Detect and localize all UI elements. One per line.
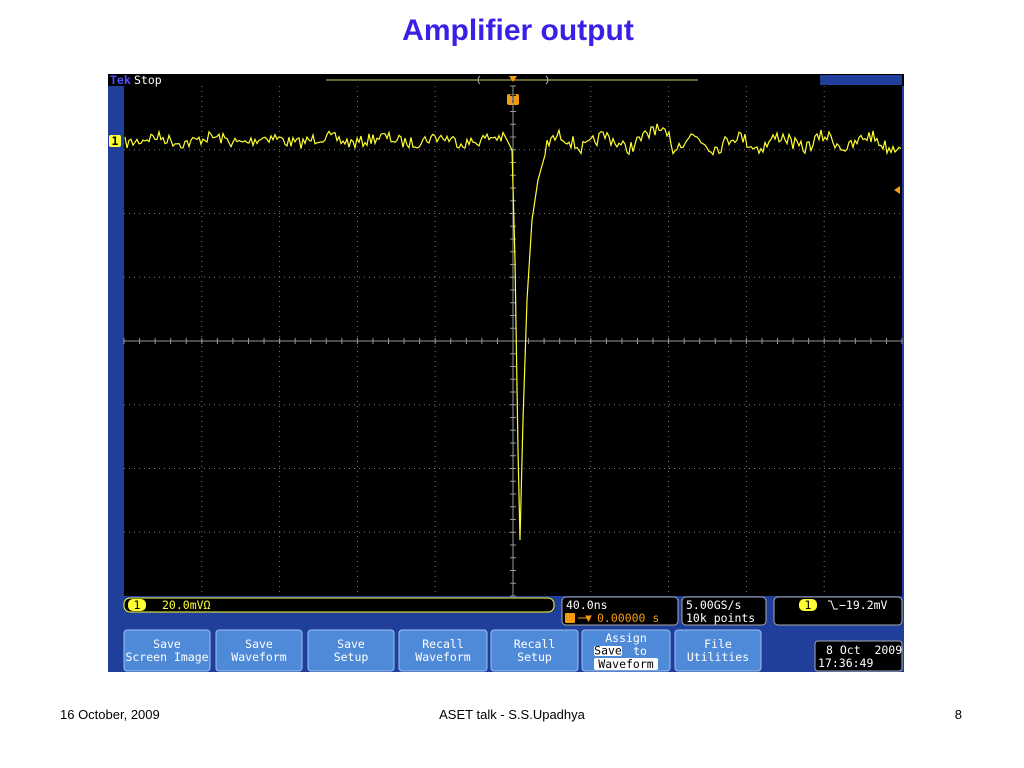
brand: Tek	[110, 73, 131, 87]
menu-button	[490, 629, 579, 672]
button-label: Save	[337, 637, 365, 651]
trigger-channel-badge	[799, 599, 817, 611]
button-label: Waveform	[231, 650, 286, 664]
button-label: Save	[153, 637, 181, 651]
record-window	[477, 75, 549, 85]
top-bar-right	[820, 75, 902, 85]
timebase: 40.0ns	[566, 598, 608, 612]
slope-icon	[828, 600, 838, 610]
button-label: Save	[594, 644, 622, 658]
footer-page: 8	[955, 707, 962, 722]
waveform-badge	[594, 658, 658, 670]
menu-button	[307, 629, 395, 672]
trig-pos-icon	[565, 613, 575, 623]
button-label: Setup	[517, 650, 552, 664]
footer-talk: ASET talk - S.S.Upadhya	[439, 707, 585, 722]
channel-badge	[128, 599, 146, 611]
acq-box	[681, 596, 767, 626]
menu-button	[398, 629, 488, 672]
footer-date: 16 October, 2009	[60, 707, 160, 722]
save-badge	[594, 646, 622, 656]
button-label: File	[704, 637, 732, 651]
menu-button	[215, 629, 303, 672]
trigger-arrow	[509, 76, 517, 82]
button-label: to	[633, 644, 647, 658]
status: Stop	[134, 73, 162, 87]
button-label: Utilities	[687, 650, 749, 664]
trigger-level: −19.2mV	[839, 598, 888, 612]
date: 8 Oct 2009	[826, 643, 902, 657]
button-label: Waveform	[598, 657, 653, 671]
trigger-channel: 1	[805, 598, 812, 612]
record-length: 10k points	[686, 611, 755, 625]
timebase-box	[561, 596, 679, 626]
datetime-box	[814, 640, 903, 672]
waveform	[124, 123, 902, 541]
menu-button	[674, 629, 762, 672]
button-label: Save	[245, 637, 273, 651]
trigger-position: 0.00000 s	[597, 611, 659, 625]
button-label: Waveform	[415, 650, 470, 664]
slide-title: Amplifier output	[402, 14, 634, 47]
button-label: Recall	[422, 637, 464, 651]
button-label: Recall	[514, 637, 556, 651]
channel-box	[123, 597, 555, 613]
trigger-level-arrow	[894, 186, 900, 194]
channel-marker: 1	[112, 134, 119, 148]
grid	[123, 85, 903, 597]
button-label: Screen Image	[125, 650, 208, 664]
time: 17:36:49	[818, 656, 873, 670]
sample-rate: 5.00GS/s	[686, 598, 741, 612]
menu-button	[123, 629, 211, 672]
channel-marker-box	[109, 135, 121, 147]
trig-pos-arrow	[578, 615, 592, 623]
channel-scale: 20.0mVΩ	[162, 598, 211, 612]
channel-label: 1	[134, 598, 141, 612]
button-label: Assign	[605, 631, 647, 645]
button-label: Setup	[334, 650, 369, 664]
